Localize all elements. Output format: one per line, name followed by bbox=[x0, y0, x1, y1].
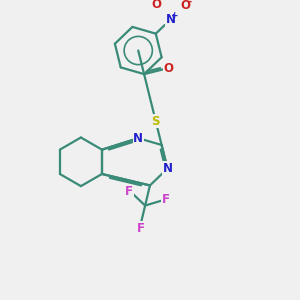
Text: O: O bbox=[180, 0, 190, 12]
Text: N: N bbox=[133, 132, 143, 145]
Text: N: N bbox=[163, 162, 172, 175]
Text: F: F bbox=[136, 222, 145, 235]
Text: O: O bbox=[152, 0, 162, 11]
Text: F: F bbox=[125, 185, 133, 198]
Text: O: O bbox=[163, 62, 173, 75]
Text: S: S bbox=[152, 115, 160, 128]
Text: -: - bbox=[187, 0, 191, 6]
Text: F: F bbox=[162, 193, 170, 206]
Text: N: N bbox=[166, 13, 176, 26]
Text: +: + bbox=[171, 11, 178, 20]
